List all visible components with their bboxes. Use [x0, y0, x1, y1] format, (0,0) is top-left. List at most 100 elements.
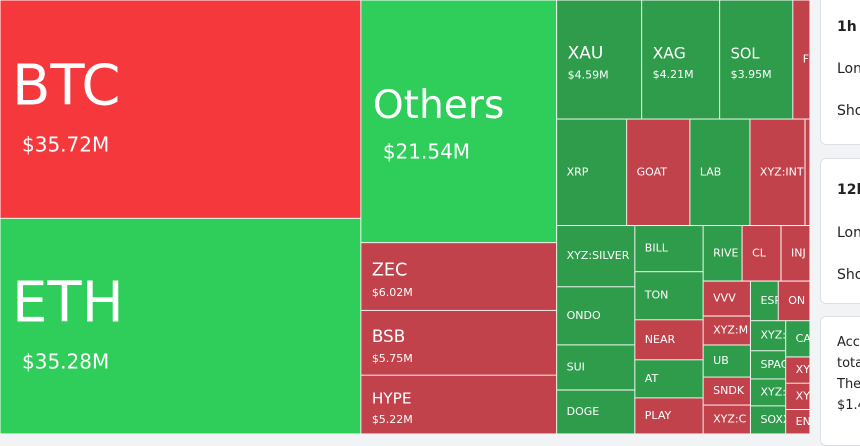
tile[interactable]: XYZ: — [750, 378, 786, 406]
tile[interactable]: RIVE — [703, 225, 743, 282]
tile[interactable]: AT — [634, 359, 704, 398]
tile-rect — [556, 344, 635, 390]
tile[interactable]: XAG $4.21M — [641, 0, 720, 120]
tile-label: ZEC — [372, 260, 408, 280]
tile-label: XYZ: — [760, 385, 786, 398]
tile-label: UB — [713, 354, 729, 367]
tile[interactable] — [805, 119, 810, 226]
tile[interactable]: ETH $35.28M — [0, 218, 361, 434]
tile[interactable]: BILL — [634, 225, 704, 272]
tile-label: INJ — [791, 246, 806, 259]
tile-label: RIVE — [713, 246, 738, 259]
tile-rect — [360, 242, 557, 311]
tile-label: BILL — [645, 242, 669, 255]
tile[interactable]: XAU $4.59M — [556, 0, 642, 120]
card-line: The — [837, 377, 860, 392]
tile[interactable]: ZEC $6.02M — [360, 242, 557, 311]
tile[interactable]: CA — [785, 320, 810, 357]
tile-label: PLAY — [645, 409, 672, 422]
tile-label: Others — [373, 83, 505, 128]
tile[interactable]: EN — [785, 409, 810, 434]
tile-rect — [805, 119, 810, 226]
tile[interactable]: TON — [634, 271, 704, 320]
tile-label: SOXX — [760, 413, 790, 426]
tile-rect — [749, 119, 806, 226]
tile-label: ONDO — [567, 309, 601, 322]
tile[interactable]: LAB — [689, 119, 750, 226]
tile-label: XAU — [568, 44, 604, 64]
tile-rect — [785, 356, 810, 384]
tile[interactable]: ON — [778, 281, 810, 321]
tile-rect — [556, 225, 635, 287]
tile[interactable]: BSB $5.75M — [360, 310, 557, 376]
tile-rect — [719, 0, 793, 120]
tile[interactable]: ESP — [750, 281, 781, 321]
tile[interactable]: SPAC — [750, 350, 788, 379]
tile[interactable]: Others $21.54M — [360, 0, 557, 243]
tile-rect — [778, 281, 810, 321]
card-line[interactable]: Lon — [837, 61, 860, 77]
tile-rect — [360, 310, 557, 376]
tile-label: SPAC — [760, 358, 788, 371]
tile[interactable]: VVV — [703, 281, 751, 317]
tile[interactable]: SOL $3.95M — [719, 0, 793, 120]
card-line[interactable]: Lon — [837, 225, 860, 241]
tile[interactable]: F — [792, 0, 810, 120]
tile[interactable]: XYZ:C — [703, 405, 751, 434]
tile[interactable]: XY — [785, 383, 810, 410]
tile[interactable]: XY — [785, 356, 810, 384]
tile[interactable]: UB — [703, 344, 751, 378]
tile[interactable]: SUI — [556, 344, 635, 390]
tile-label: TON — [644, 289, 669, 302]
tile-rect — [750, 350, 786, 379]
tile-label: GOAT — [637, 165, 668, 178]
tile[interactable]: SOXX — [750, 405, 790, 434]
tile-value: $35.72M — [22, 132, 109, 156]
tile-rect — [360, 375, 557, 434]
card: Acc tota The $1.4 — [820, 316, 860, 446]
tile-rect — [556, 389, 635, 434]
tile-rect — [689, 119, 750, 226]
tile-label: XY — [796, 389, 810, 402]
tile-rect — [785, 320, 810, 357]
tile-rect — [785, 383, 810, 410]
tile-rect — [703, 225, 743, 282]
tile-rect — [360, 0, 557, 243]
tile-rect — [742, 225, 782, 282]
tile-label: LAB — [700, 165, 721, 178]
tile-rect — [0, 0, 361, 219]
tile-rect — [703, 344, 751, 378]
tile[interactable]: XYZ: — [750, 320, 786, 351]
tile[interactable]: INJ — [781, 225, 810, 282]
tile-rect — [634, 225, 704, 272]
tile-label: F — [803, 53, 809, 66]
tile-label: SOL — [731, 45, 761, 62]
tile-value: $35.28M — [22, 349, 109, 373]
tile-value: $5.75M — [372, 352, 413, 365]
tile[interactable]: XRP — [556, 119, 627, 226]
tile[interactable]: XYZ:INT — [749, 119, 806, 226]
tile-label: XRP — [567, 165, 589, 178]
tile[interactable]: NEAR — [634, 319, 704, 360]
tile[interactable]: DOGE — [556, 389, 635, 434]
tile-value: $4.59M — [568, 69, 609, 82]
card: 1h Lon Sho — [820, 0, 860, 145]
tile[interactable]: ONDO — [556, 286, 635, 345]
tile[interactable]: SNDK — [703, 377, 751, 406]
card-line[interactable]: Sho — [837, 103, 860, 119]
tile[interactable]: BTC $35.72M — [0, 0, 361, 219]
tile[interactable]: PLAY — [634, 397, 704, 434]
tile-label: AT — [645, 372, 659, 385]
tile[interactable]: GOAT — [626, 119, 690, 226]
tile[interactable]: XYZ:M — [703, 316, 751, 345]
tile-rect — [0, 218, 361, 434]
tile-rect — [703, 281, 751, 317]
tile-rect — [703, 316, 751, 345]
tile[interactable]: CL — [742, 225, 782, 282]
tile-label: HYPE — [372, 390, 412, 408]
tile[interactable]: XYZ:SILVER — [556, 225, 635, 287]
card: 12h Lon Sho — [820, 158, 860, 304]
tile-label: BSB — [372, 326, 405, 346]
tile[interactable]: HYPE $5.22M — [360, 375, 557, 434]
card-line[interactable]: Sho — [837, 267, 860, 283]
